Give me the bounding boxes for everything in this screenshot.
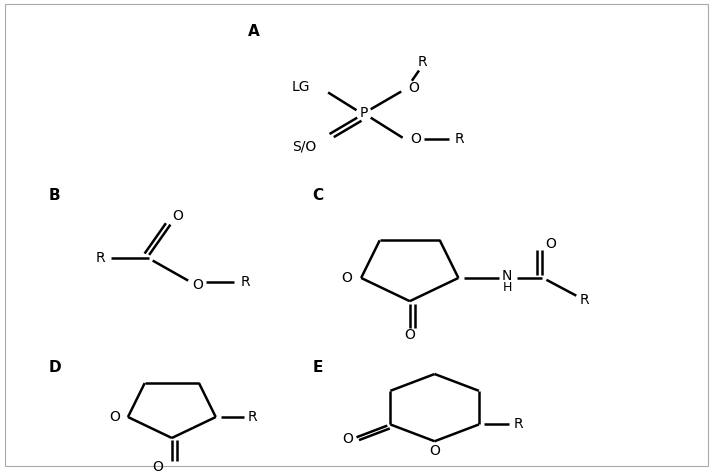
Text: R: R [248,410,257,424]
Text: R: R [580,293,590,307]
Text: E: E [312,360,322,376]
Text: N: N [501,269,512,283]
Text: R: R [240,275,250,289]
Text: C: C [312,188,323,203]
Text: R: R [455,132,464,146]
Text: O: O [110,410,120,424]
Text: O: O [404,328,415,342]
Text: D: D [48,360,61,376]
Text: O: O [342,271,352,285]
Text: S/O: S/O [292,139,316,153]
Text: H: H [503,281,512,294]
Text: R: R [514,417,523,431]
Text: P: P [359,107,368,120]
Text: O: O [545,237,556,251]
Text: O: O [152,460,163,475]
Text: O: O [410,132,421,146]
Text: O: O [172,209,183,223]
Text: R: R [418,55,427,69]
Text: B: B [49,188,61,203]
Text: A: A [247,24,260,39]
Text: O: O [408,81,419,95]
Text: O: O [429,444,440,457]
Text: LG: LG [292,80,310,94]
Text: O: O [342,432,353,446]
Text: R: R [96,251,106,265]
Text: O: O [192,278,202,292]
